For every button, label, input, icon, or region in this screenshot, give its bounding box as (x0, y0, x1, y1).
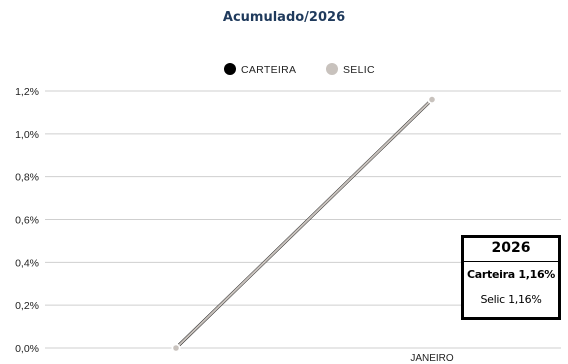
y-tick-label: 0,0% (15, 343, 39, 355)
data-point-selic (428, 95, 436, 104)
y-tick-label: 0,4% (15, 257, 39, 269)
y-tick-label: 1,2% (15, 86, 39, 98)
x-tick-label: JANEIRO (410, 353, 454, 364)
series-line-selic (174, 98, 434, 350)
summary-year: 2026 (491, 240, 531, 256)
summary-selic: Selic 1,16% (480, 293, 542, 306)
summary-box: 2026 Carteira 1,16% Selic 1,16% (461, 235, 561, 320)
data-point-selic (172, 344, 180, 352)
legend-label-selic: SELIC (343, 64, 375, 76)
legend: CARTEIRA SELIC (224, 63, 375, 76)
legend-marker-carteira (224, 63, 236, 75)
summary-divider (464, 261, 558, 262)
summary-carteira: Carteira 1,16% (466, 268, 556, 281)
y-tick-label: 0,6% (15, 215, 39, 227)
x-axis-tick-labels: JANEIRO (410, 353, 454, 364)
y-tick-label: 0,8% (15, 172, 39, 184)
y-tick-label: 1,0% (15, 129, 39, 141)
legend-label-carteira: CARTEIRA (241, 64, 296, 76)
series-lines (171, 95, 437, 353)
y-axis-tick-labels: 0,0% 0,2% 0,4% 0,6% 0,8% 1,0% 1,2% (15, 86, 39, 355)
legend-marker-selic (326, 63, 338, 75)
chart-title: Acumulado/2026 (223, 10, 345, 25)
y-tick-label: 0,2% (15, 300, 39, 312)
